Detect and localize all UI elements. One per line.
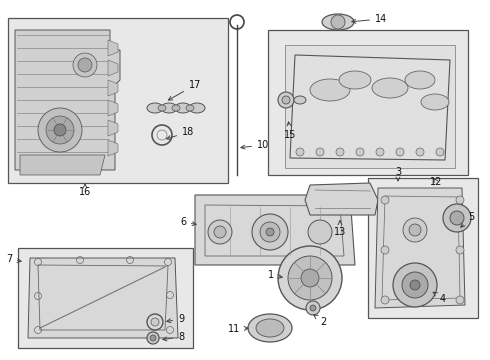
- Ellipse shape: [172, 105, 180, 111]
- Polygon shape: [15, 30, 120, 170]
- Circle shape: [151, 318, 159, 326]
- Circle shape: [381, 246, 389, 254]
- Circle shape: [331, 15, 345, 29]
- Circle shape: [410, 280, 420, 290]
- Text: 10: 10: [241, 140, 269, 150]
- Polygon shape: [108, 140, 118, 156]
- Circle shape: [46, 116, 74, 144]
- Circle shape: [296, 148, 304, 156]
- Text: 7: 7: [6, 254, 21, 264]
- Bar: [8, 18, 228, 183]
- Circle shape: [443, 204, 471, 232]
- Text: 2: 2: [314, 315, 326, 327]
- Bar: [368, 178, 478, 318]
- Text: 8: 8: [163, 332, 184, 342]
- Ellipse shape: [248, 314, 292, 342]
- Ellipse shape: [189, 103, 205, 113]
- Circle shape: [278, 246, 342, 310]
- Circle shape: [306, 301, 320, 315]
- Ellipse shape: [322, 14, 354, 30]
- Ellipse shape: [372, 78, 408, 98]
- Circle shape: [147, 332, 159, 344]
- Polygon shape: [20, 155, 105, 175]
- Ellipse shape: [186, 105, 194, 111]
- Polygon shape: [108, 120, 118, 136]
- Ellipse shape: [147, 103, 163, 113]
- Polygon shape: [195, 195, 355, 265]
- Circle shape: [260, 222, 280, 242]
- Circle shape: [316, 148, 324, 156]
- Text: 16: 16: [79, 184, 91, 197]
- Polygon shape: [108, 100, 118, 116]
- Circle shape: [456, 196, 464, 204]
- Circle shape: [301, 269, 319, 287]
- Circle shape: [38, 108, 82, 152]
- Circle shape: [54, 124, 66, 136]
- Text: 4: 4: [433, 292, 446, 304]
- Circle shape: [308, 220, 332, 244]
- Circle shape: [436, 148, 444, 156]
- Circle shape: [336, 148, 344, 156]
- Circle shape: [409, 224, 421, 236]
- Ellipse shape: [405, 71, 435, 89]
- Text: 15: 15: [284, 122, 296, 140]
- Polygon shape: [375, 188, 465, 308]
- Circle shape: [288, 256, 332, 300]
- Ellipse shape: [310, 79, 350, 101]
- Circle shape: [456, 246, 464, 254]
- Circle shape: [78, 58, 92, 72]
- Ellipse shape: [256, 319, 284, 337]
- Ellipse shape: [175, 103, 191, 113]
- Circle shape: [214, 226, 226, 238]
- Text: 1: 1: [268, 270, 282, 280]
- Circle shape: [456, 296, 464, 304]
- Polygon shape: [305, 183, 378, 215]
- Polygon shape: [28, 258, 178, 338]
- Ellipse shape: [161, 103, 177, 113]
- Text: 18: 18: [167, 127, 194, 140]
- Circle shape: [310, 305, 316, 311]
- Circle shape: [252, 214, 288, 250]
- Bar: [18, 248, 193, 348]
- Circle shape: [396, 148, 404, 156]
- Text: 17: 17: [169, 80, 201, 100]
- Text: 9: 9: [167, 314, 184, 324]
- Polygon shape: [108, 40, 118, 56]
- Circle shape: [416, 148, 424, 156]
- Circle shape: [450, 211, 464, 225]
- Ellipse shape: [339, 71, 371, 89]
- Polygon shape: [108, 80, 118, 96]
- Polygon shape: [108, 60, 118, 76]
- Circle shape: [381, 296, 389, 304]
- Circle shape: [403, 218, 427, 242]
- Circle shape: [381, 196, 389, 204]
- Circle shape: [393, 263, 437, 307]
- Circle shape: [266, 228, 274, 236]
- Polygon shape: [285, 45, 455, 168]
- Text: 14: 14: [352, 14, 387, 24]
- Text: 3: 3: [395, 167, 401, 181]
- Circle shape: [282, 96, 290, 104]
- Text: 13: 13: [334, 221, 346, 237]
- Text: 6: 6: [180, 217, 196, 227]
- Circle shape: [208, 220, 232, 244]
- Ellipse shape: [294, 96, 306, 104]
- Circle shape: [376, 148, 384, 156]
- Circle shape: [278, 92, 294, 108]
- Ellipse shape: [158, 105, 166, 111]
- Ellipse shape: [421, 94, 449, 110]
- Circle shape: [150, 335, 156, 341]
- Circle shape: [402, 272, 428, 298]
- Text: 5: 5: [461, 212, 474, 227]
- Circle shape: [73, 53, 97, 77]
- Bar: [268, 30, 468, 175]
- Circle shape: [356, 148, 364, 156]
- Text: 12: 12: [430, 177, 442, 187]
- Text: 11: 11: [228, 324, 248, 334]
